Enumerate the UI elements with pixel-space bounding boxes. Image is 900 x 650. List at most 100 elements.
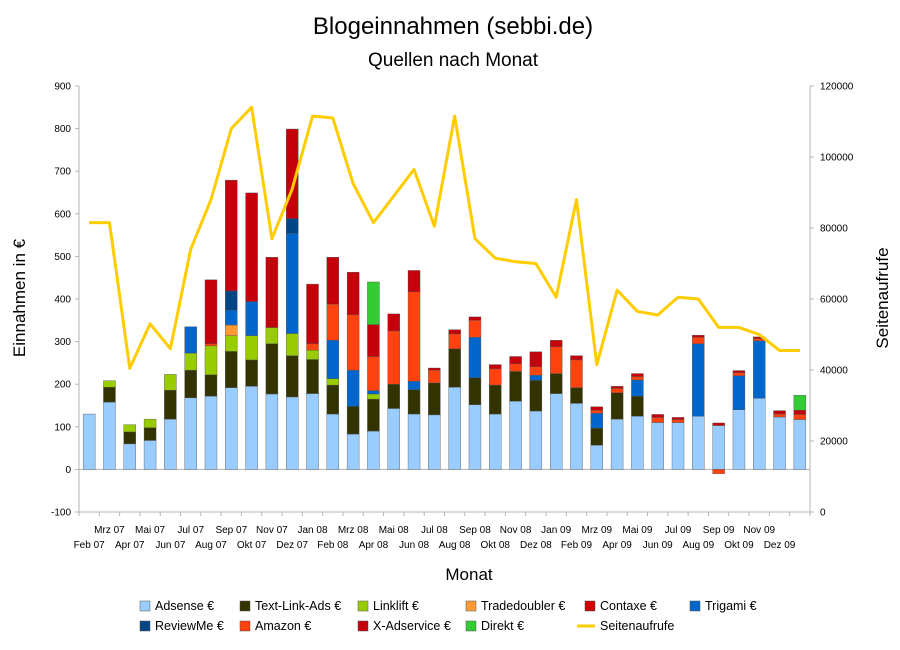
x-tick-label: Okt 07 bbox=[237, 540, 267, 551]
bar-segment bbox=[326, 384, 340, 415]
legend-label: Linklift € bbox=[373, 599, 419, 613]
bar-segment bbox=[143, 418, 157, 428]
x-tick-label: Mrz 07 bbox=[94, 525, 125, 536]
x-tick-label: Okt 09 bbox=[724, 540, 754, 551]
y-axis-label: Einnahmen in € bbox=[10, 238, 29, 357]
x-tick-label: Jan 09 bbox=[541, 525, 571, 536]
bar-segment bbox=[367, 393, 380, 400]
bar-segment bbox=[793, 419, 807, 470]
bar-segment bbox=[225, 309, 238, 326]
bar-segment bbox=[346, 271, 360, 315]
bar-segment bbox=[184, 369, 197, 399]
bar-segment bbox=[610, 392, 624, 420]
bar-segment bbox=[793, 395, 807, 411]
bar-segment bbox=[549, 393, 563, 470]
bar-segment bbox=[468, 316, 482, 321]
y2-tick-label: 80000 bbox=[820, 224, 848, 235]
bar-segment bbox=[529, 380, 543, 412]
bar-segment bbox=[326, 413, 340, 470]
bar-segment bbox=[671, 419, 685, 423]
bar-segment bbox=[103, 401, 116, 470]
bar-segment bbox=[590, 444, 603, 470]
y-tick-label: 500 bbox=[54, 252, 71, 263]
y-tick-label: 800 bbox=[54, 124, 71, 135]
bar-segment bbox=[286, 355, 299, 398]
bar-segment bbox=[407, 381, 421, 390]
bar-segment bbox=[712, 422, 725, 426]
bar-segment bbox=[123, 431, 136, 445]
bar-segment bbox=[489, 384, 502, 415]
legend-swatch bbox=[357, 600, 369, 612]
bar-segment bbox=[732, 370, 746, 373]
y2-tick-label: 40000 bbox=[820, 366, 848, 377]
x-tick-label: Jun 09 bbox=[643, 540, 673, 551]
y2-tick-label: 100000 bbox=[820, 153, 854, 164]
bar-segment bbox=[265, 393, 279, 470]
bar-segment bbox=[509, 356, 522, 364]
bar-segment bbox=[184, 352, 197, 371]
bar-segment bbox=[468, 337, 482, 379]
plot-area: -100 0 100 200 300 400 500 600 700 800 900 0 20000 40… bbox=[51, 82, 854, 552]
bar-segment bbox=[489, 413, 502, 470]
bar-segment bbox=[529, 351, 543, 367]
bar-segment bbox=[306, 283, 319, 344]
bar-segment bbox=[286, 218, 299, 234]
x-tick-label: Sep 09 bbox=[703, 525, 735, 536]
bar-segment bbox=[793, 414, 807, 420]
legend-item: Trigami € bbox=[689, 599, 757, 613]
bar-segment bbox=[204, 345, 218, 376]
bar-segment bbox=[225, 324, 238, 336]
x-tick-label: Aug 09 bbox=[682, 540, 714, 551]
bar-segment bbox=[549, 373, 563, 394]
bar-segment bbox=[387, 408, 400, 470]
bar-segment bbox=[225, 335, 238, 352]
bar-segment bbox=[692, 343, 705, 417]
y2-axis-label: Seitenaufrufe bbox=[873, 247, 892, 348]
bar-segment bbox=[123, 424, 136, 433]
bar-segment bbox=[428, 369, 441, 384]
bar-segment bbox=[326, 378, 340, 386]
bar-segment bbox=[286, 333, 299, 356]
bar-segment bbox=[692, 337, 705, 344]
x-tick-label: Feb 07 bbox=[74, 540, 106, 551]
bar-segment bbox=[367, 430, 380, 470]
legend-label: Text-Link-Ads € bbox=[255, 599, 341, 613]
y-tick-label: 900 bbox=[54, 82, 71, 93]
x-tick-label: Jul 07 bbox=[177, 525, 204, 536]
bar-segment bbox=[265, 327, 279, 344]
bar-segment bbox=[346, 433, 360, 470]
bar-segment bbox=[123, 443, 136, 470]
bar-segment bbox=[590, 412, 603, 429]
bar-segment bbox=[204, 374, 218, 397]
legend-label: X-Adservice € bbox=[373, 619, 451, 633]
legend-item: Adsense € bbox=[139, 599, 214, 613]
bar-segment bbox=[468, 377, 482, 405]
bar-segment bbox=[286, 396, 299, 470]
bar-segment bbox=[468, 404, 482, 470]
legend-item: Amazon € bbox=[239, 619, 311, 633]
bar-segment bbox=[671, 422, 685, 470]
bar-segment bbox=[448, 348, 461, 388]
legend-swatch bbox=[239, 620, 251, 632]
legend-swatch bbox=[239, 600, 251, 612]
bar-segment bbox=[428, 414, 441, 470]
bar-segment bbox=[529, 366, 543, 376]
bar-segment bbox=[570, 387, 583, 404]
y2-tick-label: 0 bbox=[820, 508, 826, 519]
x-tick-label: Dez 08 bbox=[520, 540, 552, 551]
bar-segment bbox=[753, 398, 766, 470]
x-tick-label: Apr 08 bbox=[359, 540, 389, 551]
bar-segment bbox=[692, 415, 705, 470]
bar-segment bbox=[732, 375, 746, 410]
bar-segment bbox=[590, 409, 603, 414]
bar-segment bbox=[245, 192, 258, 302]
bar-segment bbox=[549, 340, 563, 347]
x-tick-label: Okt 08 bbox=[481, 540, 511, 551]
legend-item: X-Adservice € bbox=[357, 619, 451, 633]
legend-swatch bbox=[689, 600, 701, 612]
legend-label: Adsense € bbox=[155, 599, 214, 613]
y-tick-label: 600 bbox=[54, 209, 71, 220]
bar-segment bbox=[346, 314, 360, 371]
y2-tick-label: 60000 bbox=[820, 295, 848, 306]
bar-segment bbox=[468, 320, 482, 338]
